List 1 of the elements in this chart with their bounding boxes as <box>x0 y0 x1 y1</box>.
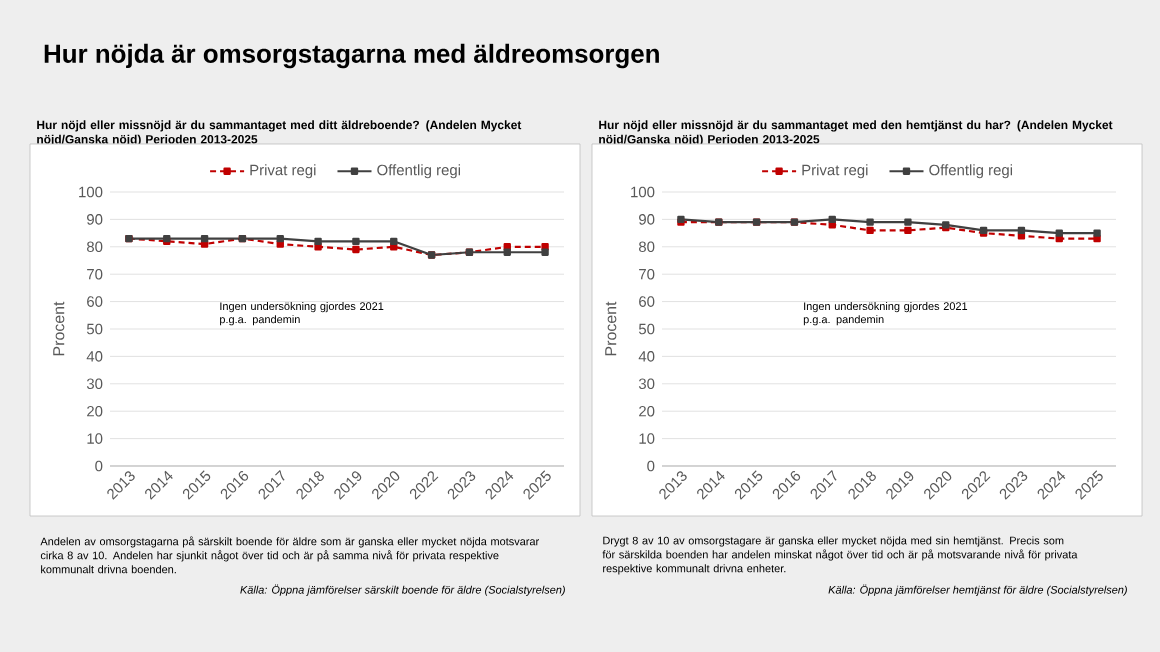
chart-title: Hur nöjda är omsorgstagarna med äldreomsorgen <box>44 43 659 69</box>
